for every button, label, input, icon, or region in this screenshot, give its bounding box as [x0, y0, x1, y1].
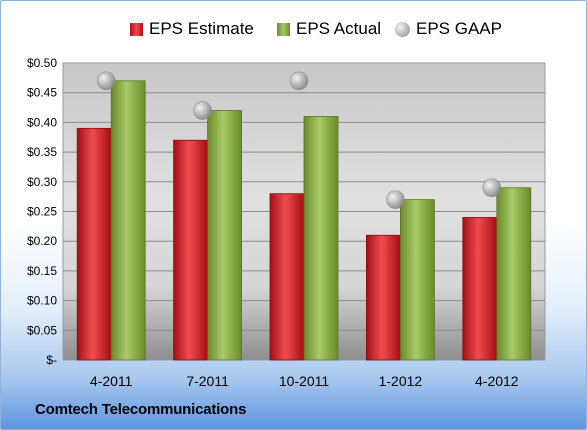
legend-item-eps-actual: EPS Actual	[277, 17, 381, 41]
legend: EPS Estimate EPS Actual EPS GAAP	[1, 17, 586, 41]
legend-label-eps-actual: EPS Actual	[296, 19, 382, 38]
bar-eps-actual	[399, 199, 435, 361]
y-tick-label: $0.25	[27, 205, 57, 219]
legend-label-eps-estimate: EPS Estimate	[149, 19, 254, 38]
x-tick-label: 10-2011	[279, 373, 330, 389]
x-tick-label: 4-2012	[475, 373, 519, 389]
legend-item-eps-estimate: EPS Estimate	[130, 17, 254, 41]
marker-eps-gaap	[96, 71, 116, 91]
y-tick-label: $0.20	[27, 234, 57, 248]
y-tick-label: $0.15	[27, 264, 57, 278]
bar-eps-actual	[110, 80, 146, 361]
marker-eps-gaap	[193, 101, 212, 120]
x-tick-label: 7-2011	[186, 373, 229, 389]
marker-eps-gaap	[289, 71, 309, 91]
bar-eps-estimate	[365, 234, 401, 361]
y-tick-label: $0.35	[27, 145, 57, 159]
legend-swatch-eps-gaap	[395, 21, 410, 37]
bar-eps-estimate	[462, 217, 498, 361]
legend-item-eps-gaap: EPS GAAP	[395, 17, 502, 41]
y-tick-label: $0.30	[27, 175, 57, 189]
legend-swatch-eps-actual	[277, 22, 290, 36]
y-tick-label: $0.10	[27, 294, 57, 308]
bar-eps-actual	[207, 110, 243, 361]
y-tick-label: $0.05	[27, 323, 57, 337]
y-tick-label: $0.50	[27, 56, 57, 70]
bar-eps-actual	[496, 187, 532, 361]
bar-eps-estimate	[269, 193, 305, 361]
y-tick-label: $0.45	[27, 86, 57, 100]
marker-eps-gaap	[386, 190, 405, 209]
bar-eps-estimate	[173, 139, 209, 361]
y-tick-label: $-	[46, 353, 57, 367]
y-tick-label: $0.40	[27, 115, 57, 129]
company-name: Comtech Telecommunications	[35, 401, 247, 418]
legend-swatch-eps-estimate	[130, 22, 143, 36]
bar-eps-estimate	[76, 127, 112, 361]
x-tick-label: 1-2012	[379, 373, 423, 389]
x-tick-label: 4-2011	[90, 373, 133, 389]
legend-label-eps-gaap: EPS GAAP	[416, 19, 502, 38]
bar-eps-actual	[303, 116, 339, 361]
marker-eps-gaap	[482, 178, 502, 198]
